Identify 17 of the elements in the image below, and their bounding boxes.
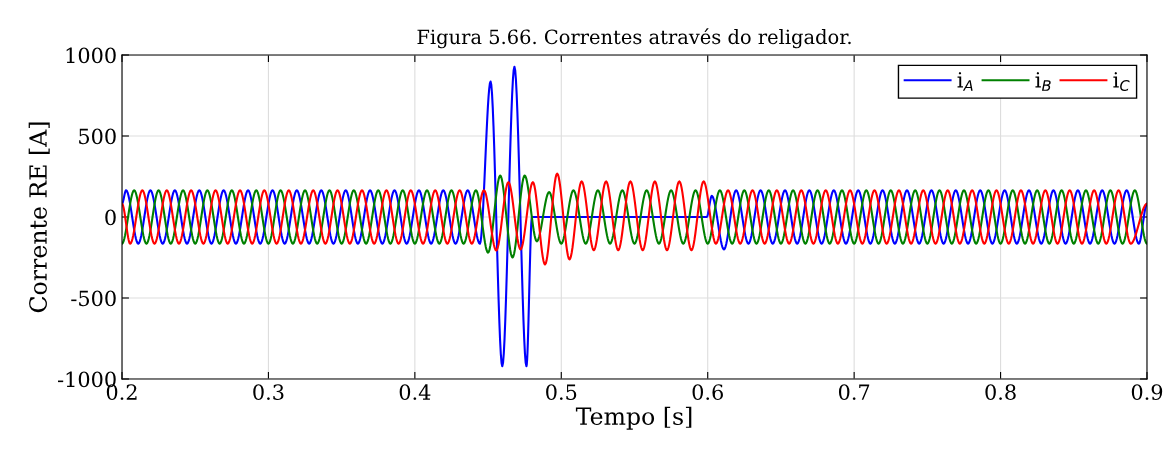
x-tick-label: 0.7 <box>838 384 870 400</box>
x-tick-label: 0.8 <box>985 384 1016 400</box>
x-tick-label: 0.9 <box>1131 384 1163 400</box>
y-tick-label: 1000 <box>66 47 116 64</box>
y-tick-label: 500 <box>79 128 116 145</box>
x-tick-label: 0.6 <box>692 384 723 400</box>
legend-label: i$_{A}$ <box>957 72 973 91</box>
x-tick-label: 0.4 <box>399 384 431 400</box>
x-axis-title: Tempo [s] <box>575 406 692 430</box>
chart-title: Figura 5.66. Correntes através do religador. <box>417 28 851 49</box>
y-axis-title: Corrente RE [A] <box>28 122 50 313</box>
y-tick-label: 0 <box>105 209 116 226</box>
x-tick-label: 0.3 <box>253 384 284 400</box>
x-tick-label: 0.5 <box>546 384 577 400</box>
y-tick-label: -500 <box>71 290 116 307</box>
legend-label: i$_{B}$ <box>1035 72 1051 91</box>
legend-label: i$_{C}$ <box>1113 72 1130 92</box>
